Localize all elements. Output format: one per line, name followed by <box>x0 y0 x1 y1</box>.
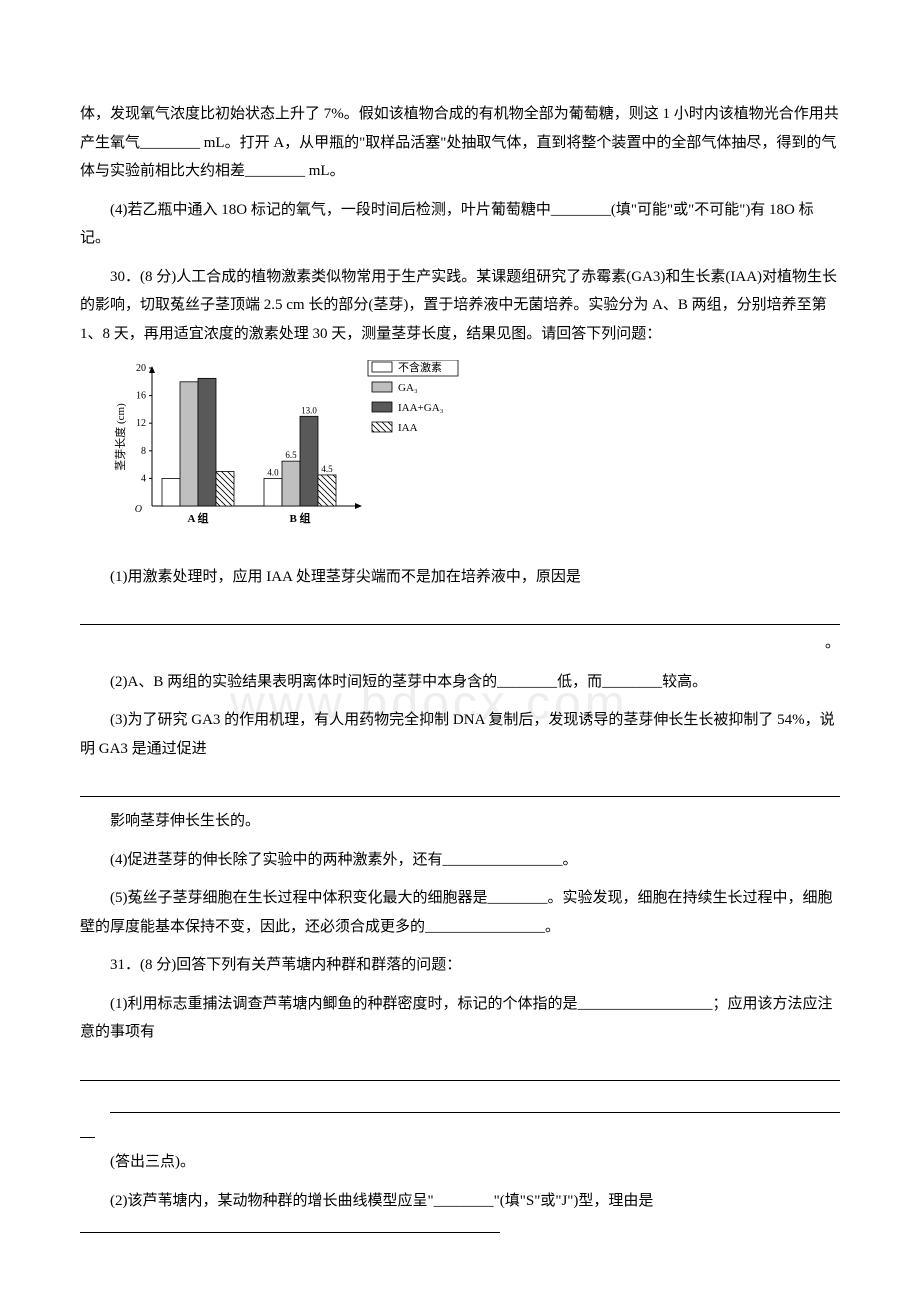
blank-line <box>80 1057 840 1081</box>
question-30-intro: 30．(8 分)人工合成的植物激素类似物常用于生产实践。某课题组研究了赤霉素(G… <box>80 263 840 349</box>
question-30-3b: 影响茎芽伸长生长的。 <box>80 807 840 836</box>
svg-text:4: 4 <box>141 473 146 484</box>
question-30-2: (2)A、B 两组的实验结果表明离体时间短的茎芽中本身含的________低，而… <box>80 668 840 697</box>
svg-text:16: 16 <box>136 391 146 402</box>
svg-text:B 组: B 组 <box>289 511 310 525</box>
blank-stub <box>80 1123 95 1138</box>
svg-text:20: 20 <box>136 363 146 374</box>
q30-1-text: (1)用激素处理时，应用 IAA 处理茎芽尖端而不是加在培养液中，原因是 <box>110 569 581 585</box>
blank-line <box>80 601 840 625</box>
question-31-intro: 31．(8 分)回答下列有关芦苇塘内种群和群落的问题： <box>80 951 840 980</box>
question-31-1: (1)利用标志重捕法调查芦苇塘内鲫鱼的种群密度时，标记的个体指的是_______… <box>80 990 840 1047</box>
blank-line-row <box>80 1095 840 1124</box>
bar-chart: 4 8 12 16 20 O 茎芽长度 (cm) A 组 4.0 6.5 13.0 4.5 B 组 不含激… <box>110 360 840 551</box>
q31-2-text: (2)该芦苇塘内，某动物种群的增长曲线模型应呈"________"(填"S"或"… <box>110 1193 653 1209</box>
svg-text:O: O <box>135 504 142 515</box>
blank-line-inline <box>80 1218 500 1233</box>
question-31-1b: (答出三点)。 <box>80 1148 840 1177</box>
svg-text:6.5: 6.5 <box>285 450 297 460</box>
svg-text:不含激素: 不含激素 <box>398 360 442 374</box>
question-30-5: (5)菟丝子茎芽细胞在生长过程中体积变化最大的细胞器是________。实验发现… <box>80 884 840 941</box>
paragraph-continuation: 体，发现氧气浓度比初始状态上升了 7%。假如该植物合成的有机物全部为葡萄糖，则这… <box>80 100 840 186</box>
line-end: 。 <box>80 629 840 658</box>
blank-line <box>80 773 840 797</box>
question-31-2: (2)该芦苇塘内，某动物种群的增长曲线模型应呈"________"(填"S"或"… <box>80 1187 840 1244</box>
svg-text:IAA: IAA <box>398 422 418 434</box>
question-4: (4)若乙瓶中通入 18O 标记的氧气，一段时间后检测，叶片葡萄糖中______… <box>80 196 840 253</box>
svg-text:A 组: A 组 <box>187 511 208 525</box>
svg-text:4.0: 4.0 <box>267 467 279 477</box>
question-30-4: (4)促进茎芽的伸长除了实验中的两种激素外，还有________________… <box>80 846 840 875</box>
question-30-3: (3)为了研究 GA3 的作用机理，有人用药物完全抑制 DNA 复制后，发现诱导… <box>80 706 840 763</box>
svg-text:8: 8 <box>141 446 146 457</box>
svg-text:4.5: 4.5 <box>321 464 333 474</box>
svg-text:GA₃: GA₃ <box>398 382 418 394</box>
question-30-1: (1)用激素处理时，应用 IAA 处理茎芽尖端而不是加在培养液中，原因是 <box>80 563 840 592</box>
svg-text:IAA+GA₃: IAA+GA₃ <box>398 402 444 414</box>
svg-text:13.0: 13.0 <box>301 405 317 415</box>
svg-text:12: 12 <box>136 418 146 429</box>
svg-text:茎芽长度 (cm): 茎芽长度 (cm) <box>113 403 127 471</box>
